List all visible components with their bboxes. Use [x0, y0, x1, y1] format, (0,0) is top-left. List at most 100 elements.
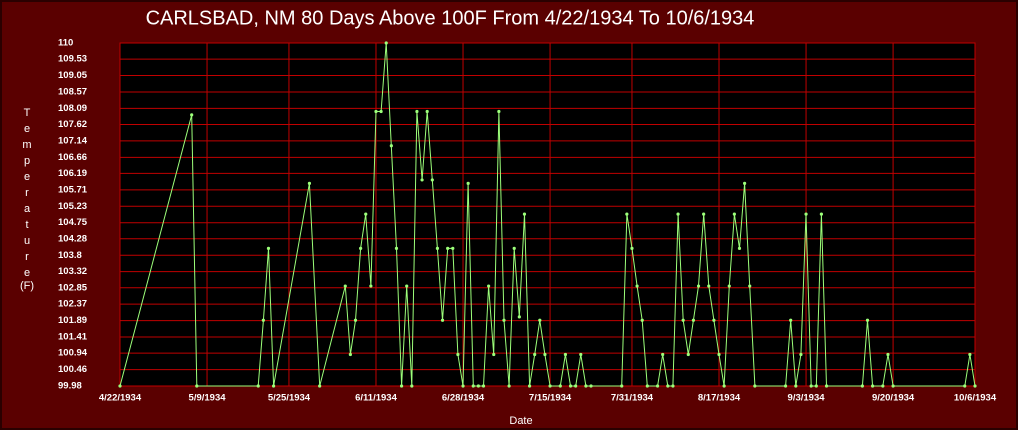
data-point	[789, 318, 793, 322]
data-point	[492, 352, 496, 357]
data-point	[446, 246, 450, 250]
data-point	[435, 246, 440, 250]
data-point	[190, 113, 194, 117]
data-point	[471, 384, 475, 388]
data-point	[881, 384, 885, 388]
data-point	[891, 384, 895, 388]
data-point	[860, 384, 864, 388]
x-tick-label: 7/31/1934	[611, 393, 654, 404]
data-point	[261, 318, 265, 322]
data-point	[963, 384, 967, 388]
y-tick-label: 105.71	[58, 184, 88, 195]
data-point	[271, 384, 276, 388]
x-tick-label: 4/22/1934	[99, 393, 142, 404]
y-axis-unit: (F)	[20, 280, 34, 292]
data-point	[973, 384, 977, 388]
data-point	[568, 384, 573, 388]
data-point	[681, 318, 685, 322]
x-tick-label: 6/11/1934	[355, 393, 397, 404]
data-point	[466, 181, 470, 185]
data-point	[507, 384, 511, 388]
y-tick-label: 108.09	[58, 103, 87, 114]
data-point	[630, 246, 634, 250]
data-point	[722, 384, 726, 388]
data-point	[353, 318, 358, 322]
data-point	[487, 284, 491, 288]
data-point	[635, 284, 639, 288]
data-point	[886, 352, 890, 357]
data-point	[686, 352, 690, 357]
data-point	[517, 315, 521, 319]
data-point	[691, 318, 696, 322]
data-point	[256, 384, 260, 388]
y-tick-label: 103.8	[58, 250, 82, 261]
y-tick-label: 102.85	[58, 282, 88, 293]
y-tick-label: 101.41	[58, 332, 88, 343]
data-point	[558, 384, 562, 388]
data-point	[405, 284, 409, 288]
y-tick-label: 109.53	[58, 54, 87, 65]
y-tick-label: 106.66	[58, 152, 87, 163]
data-point	[707, 284, 711, 288]
data-point	[476, 384, 480, 388]
data-point	[871, 384, 875, 388]
data-point	[814, 384, 818, 388]
y-tick-label: 100.94	[58, 348, 88, 359]
data-point	[369, 284, 373, 288]
data-point	[783, 384, 788, 388]
data-point	[512, 246, 516, 250]
data-point	[497, 109, 501, 114]
data-point	[584, 384, 588, 388]
data-point	[824, 384, 829, 388]
data-point	[318, 384, 322, 388]
data-point	[399, 384, 404, 388]
data-point	[563, 352, 568, 357]
data-point	[384, 41, 388, 45]
data-point	[727, 284, 731, 288]
x-tick-label: 5/9/1934	[189, 393, 227, 404]
data-point	[195, 384, 199, 388]
y-tick-label: 104.75	[58, 217, 88, 228]
data-point	[666, 384, 670, 388]
data-point	[389, 144, 393, 148]
y-tick-label: 107.14	[58, 135, 88, 146]
data-point	[394, 246, 399, 250]
y-tick-label: 104.28	[58, 233, 87, 244]
data-point	[364, 212, 368, 216]
x-tick-label: 9/20/1934	[872, 393, 915, 404]
data-point	[343, 284, 347, 288]
data-point	[379, 109, 383, 114]
data-point	[732, 212, 736, 216]
y-tick-label: 103.32	[58, 266, 87, 277]
data-point	[548, 384, 552, 388]
data-point	[579, 352, 583, 357]
y-tick-label: 99.98	[58, 381, 82, 392]
data-point	[481, 384, 486, 388]
data-point	[676, 212, 680, 216]
data-point	[451, 246, 455, 250]
y-tick-label: 101.89	[58, 315, 87, 326]
data-point	[430, 178, 434, 182]
data-point	[799, 352, 803, 357]
plot-border	[119, 42, 976, 387]
data-point	[702, 212, 706, 216]
data-point	[359, 246, 363, 250]
data-point	[348, 352, 352, 357]
chart-title: CARLSBAD, NM 80 Days Above 100F From 4/2…	[146, 7, 755, 29]
y-tick-label: 108.57	[58, 86, 87, 97]
y-tick-label: 106.19	[58, 168, 87, 179]
data-point	[620, 384, 624, 388]
data-point	[743, 181, 747, 185]
data-point	[420, 178, 424, 182]
data-point	[410, 384, 414, 388]
data-point	[118, 384, 122, 388]
data-point	[717, 352, 721, 357]
data-point	[640, 318, 644, 322]
data-point	[543, 352, 547, 357]
x-tick-label: 6/28/1934	[442, 393, 485, 404]
data-point	[527, 384, 532, 388]
data-point	[645, 384, 649, 388]
x-tick-label: 10/6/1934	[954, 393, 997, 404]
